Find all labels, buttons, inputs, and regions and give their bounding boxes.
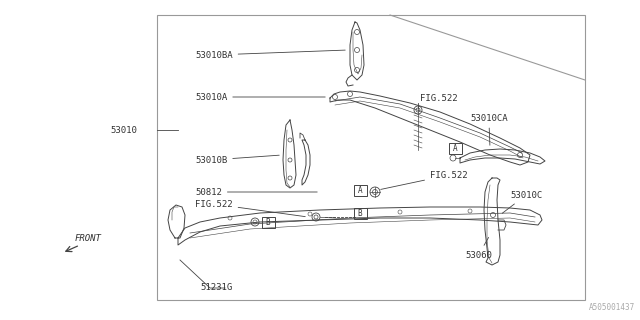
Text: FIG.522: FIG.522: [420, 93, 458, 102]
Bar: [353, 207, 367, 219]
Bar: [449, 142, 461, 154]
Text: FIG.522: FIG.522: [195, 199, 305, 217]
Text: B: B: [358, 209, 362, 218]
Text: 53010A: 53010A: [195, 92, 325, 101]
Text: FRONT: FRONT: [75, 234, 101, 243]
Text: 53010: 53010: [110, 125, 137, 134]
Text: A505001437: A505001437: [589, 303, 635, 312]
Bar: [262, 217, 275, 228]
Text: A: A: [358, 186, 362, 195]
Text: 53010B: 53010B: [195, 155, 279, 164]
Text: 53010C: 53010C: [502, 190, 542, 213]
Bar: [353, 185, 367, 196]
Text: B: B: [266, 218, 270, 227]
Bar: [157, 15, 585, 300]
Text: FIG.522: FIG.522: [381, 171, 468, 189]
Text: 50812: 50812: [195, 188, 317, 196]
Text: 51231G: 51231G: [200, 284, 232, 292]
Text: 53010BA: 53010BA: [195, 50, 345, 60]
Text: A: A: [452, 143, 458, 153]
Text: 53010CA: 53010CA: [470, 114, 508, 145]
Text: 53060: 53060: [465, 237, 492, 260]
